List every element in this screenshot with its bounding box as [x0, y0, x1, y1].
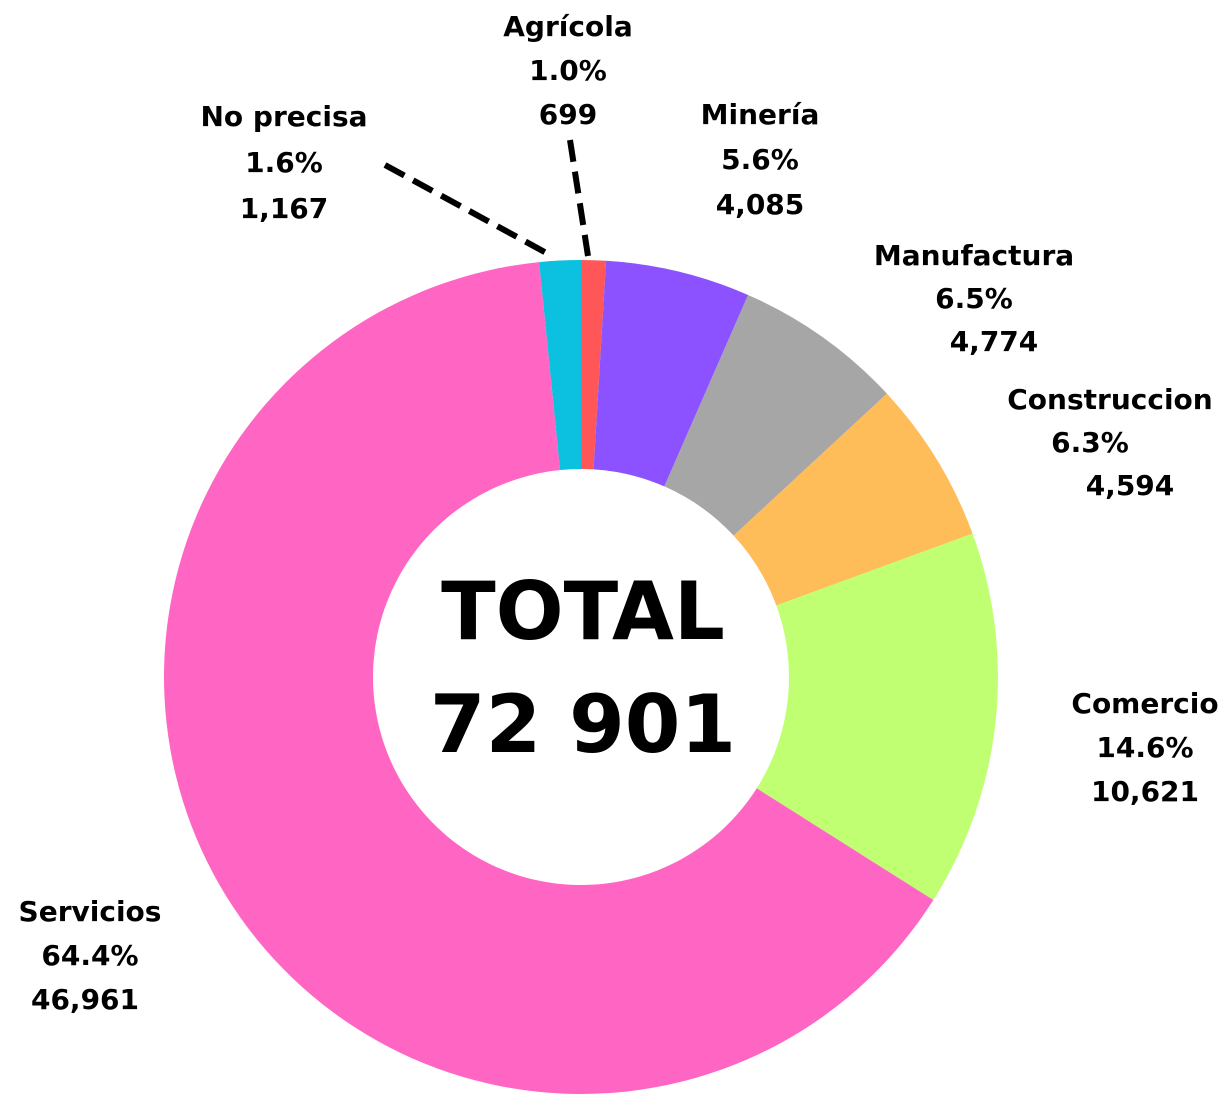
percentage-label: 5.6%	[721, 143, 799, 176]
slice-label: No precisa	[200, 100, 367, 133]
center-value: 72 901	[430, 678, 736, 771]
slice	[581, 260, 607, 470]
slice	[539, 260, 581, 471]
value-label: 1,167	[240, 192, 329, 225]
slice-label: Agrícola	[503, 10, 632, 43]
donut	[163, 260, 998, 1095]
slice	[593, 260, 749, 487]
percentage-label: 14.6%	[1096, 731, 1193, 764]
slice-label: Construccion	[1007, 383, 1212, 416]
value-label: 699	[539, 98, 597, 131]
slice	[756, 533, 998, 901]
slice-label: Servicios	[19, 895, 162, 928]
slice	[163, 262, 934, 1095]
value-label: 46,961	[31, 983, 139, 1016]
percentage-label: 6.5%	[935, 282, 1013, 315]
slice-label: Manufactura	[874, 239, 1074, 272]
percentage-label: 1.6%	[245, 146, 323, 179]
value-label: 4,594	[1086, 469, 1175, 502]
center-title: TOTAL	[441, 565, 725, 658]
slice-label: Minería	[701, 98, 820, 131]
leader-line	[383, 162, 554, 259]
value-label: 4,085	[716, 188, 805, 221]
value-label: 10,621	[1091, 775, 1199, 808]
percentage-label: 6.3%	[1051, 426, 1129, 459]
slice-label: Comercio	[1071, 687, 1218, 720]
value-label: 4,774	[950, 325, 1039, 358]
slice	[664, 294, 887, 536]
slice	[733, 393, 973, 606]
leader-line	[567, 139, 591, 257]
percentage-label: 64.4%	[41, 939, 138, 972]
percentage-label: 1.0%	[529, 54, 607, 87]
